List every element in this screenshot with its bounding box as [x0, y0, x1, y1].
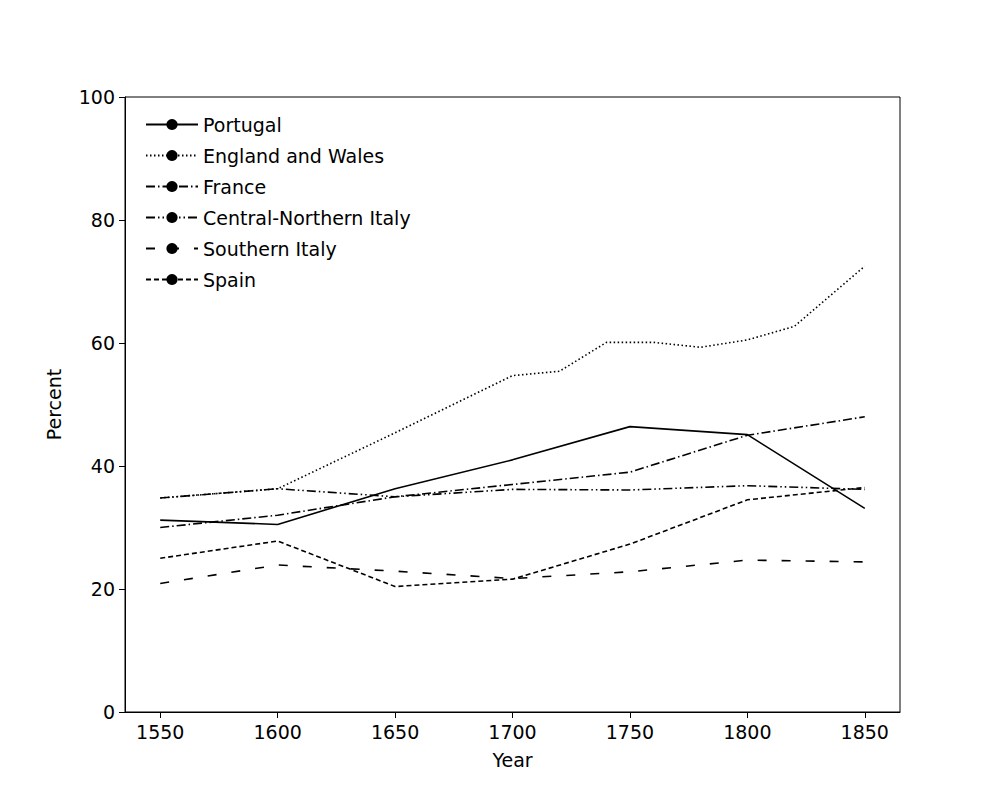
svg-text:40: 40: [91, 455, 115, 477]
svg-text:80: 80: [91, 209, 115, 231]
svg-text:Spain: Spain: [203, 269, 256, 291]
svg-text:1700: 1700: [488, 721, 536, 743]
svg-text:1550: 1550: [136, 721, 184, 743]
svg-text:England and Wales: England and Wales: [203, 145, 384, 167]
svg-text:20: 20: [91, 578, 115, 600]
svg-text:1850: 1850: [841, 721, 889, 743]
svg-text:1750: 1750: [606, 721, 654, 743]
svg-text:Central-Northern Italy: Central-Northern Italy: [203, 207, 411, 229]
svg-text:100: 100: [79, 86, 115, 108]
svg-text:60: 60: [91, 332, 115, 354]
svg-text:1800: 1800: [723, 721, 771, 743]
svg-text:Southern Italy: Southern Italy: [203, 238, 337, 260]
svg-text:Year: Year: [491, 749, 532, 771]
svg-text:Percent: Percent: [43, 369, 65, 441]
svg-text:1600: 1600: [253, 721, 301, 743]
svg-text:France: France: [203, 176, 266, 198]
svg-text:Portugal: Portugal: [203, 114, 282, 136]
svg-text:1650: 1650: [371, 721, 419, 743]
svg-text:0: 0: [103, 701, 115, 723]
